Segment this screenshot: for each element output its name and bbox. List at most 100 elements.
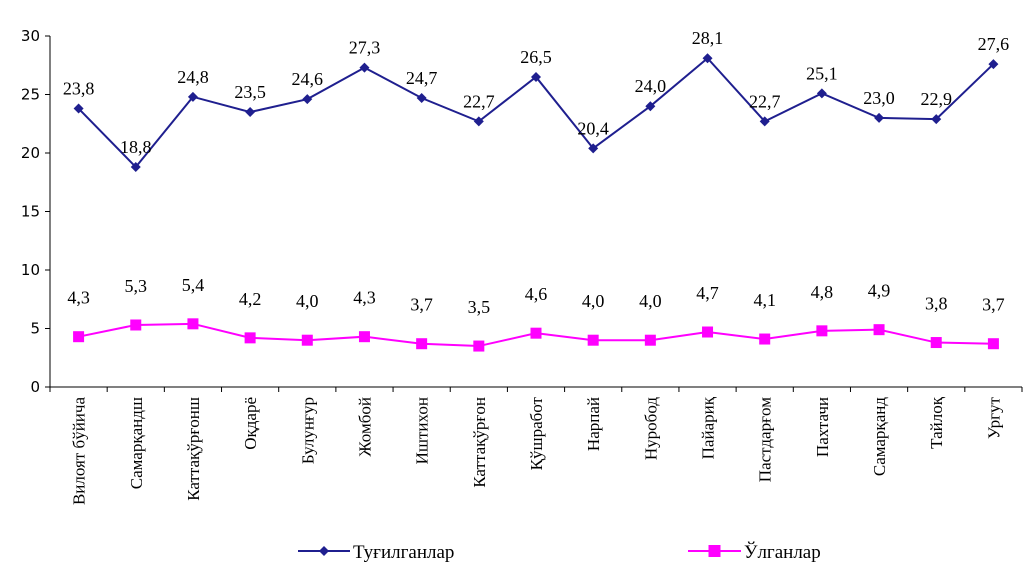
data-label: 4,8 bbox=[811, 282, 834, 302]
series-point bbox=[245, 107, 256, 118]
series-point bbox=[187, 91, 198, 102]
data-label: 4,2 bbox=[239, 289, 262, 309]
category-label: Нуробод bbox=[641, 397, 660, 460]
series-point bbox=[816, 88, 827, 99]
legend: Туғилганлар Ўлганлар bbox=[298, 541, 821, 563]
series-point bbox=[130, 319, 142, 331]
y-tick-label: 30 bbox=[21, 27, 40, 45]
series-point bbox=[530, 327, 542, 339]
category-label: Каттақўрғон bbox=[470, 397, 489, 488]
data-label: 24,6 bbox=[292, 69, 324, 89]
category-label: Иштихон bbox=[413, 397, 432, 464]
data-label: 3,7 bbox=[410, 295, 433, 315]
category-label: Каттақўрғонш bbox=[184, 397, 203, 501]
y-tick-label: 25 bbox=[21, 86, 40, 104]
y-tick-label: 5 bbox=[30, 320, 40, 338]
y-tick-label: 10 bbox=[21, 261, 40, 279]
data-label: 20,4 bbox=[577, 118, 609, 138]
category-label: Ургут bbox=[984, 396, 1003, 439]
data-label: 4,0 bbox=[639, 291, 662, 311]
series-point bbox=[588, 143, 599, 154]
chart-axes: 0 5 10 15 20 25 30 bbox=[21, 27, 1023, 396]
data-label: 3,7 bbox=[982, 295, 1005, 315]
series-point bbox=[873, 324, 885, 336]
series-point bbox=[931, 114, 942, 125]
data-label: 27,3 bbox=[349, 38, 381, 58]
category-label: Пайариқ bbox=[699, 396, 718, 459]
series-point bbox=[73, 103, 84, 114]
data-label: 22,9 bbox=[920, 89, 952, 109]
series-point bbox=[816, 325, 828, 337]
category-label: Оқдарё bbox=[241, 397, 260, 450]
series-point bbox=[301, 334, 313, 346]
y-tick-label: 0 bbox=[30, 378, 40, 396]
series-point bbox=[359, 62, 370, 73]
data-label: 4,0 bbox=[296, 291, 319, 311]
category-label: Пастдарғом bbox=[756, 397, 775, 482]
data-label: 4,6 bbox=[525, 284, 548, 304]
data-label: 23,0 bbox=[863, 88, 895, 108]
data-label: 18,8 bbox=[120, 137, 152, 157]
data-labels: 23,8 18,8 24,8 23,5 24,6 27,3 24,7 22,7 26,5 20,4… bbox=[63, 28, 1009, 317]
series-point bbox=[702, 53, 713, 64]
legend-marker bbox=[319, 546, 329, 556]
data-label: 25,1 bbox=[806, 63, 838, 83]
category-labels: Вилоят бўйича Самарқандш Каттақўрғонш Оқдар… bbox=[70, 396, 1004, 505]
series-point bbox=[130, 162, 141, 173]
legend-marker bbox=[708, 545, 721, 557]
data-label: 4,7 bbox=[696, 283, 719, 303]
series-point bbox=[930, 337, 942, 349]
data-label: 4,3 bbox=[353, 288, 376, 308]
data-label: 4,0 bbox=[582, 291, 605, 311]
data-label: 4,1 bbox=[753, 290, 776, 310]
series-point bbox=[73, 331, 85, 343]
category-label: Пахтачи bbox=[813, 397, 832, 457]
series-point bbox=[416, 93, 427, 104]
data-label: 22,7 bbox=[463, 91, 495, 111]
category-label: Самарқанд bbox=[870, 397, 889, 476]
series-point bbox=[302, 94, 313, 105]
series-point bbox=[587, 334, 599, 346]
series-point bbox=[759, 116, 770, 127]
series-point bbox=[759, 333, 771, 345]
series-point bbox=[244, 332, 256, 344]
data-label: 5,3 bbox=[125, 276, 148, 296]
series-point bbox=[187, 318, 199, 330]
data-label: 24,8 bbox=[177, 67, 209, 87]
series-point bbox=[988, 59, 999, 70]
category-label: Тайлоқ bbox=[927, 396, 946, 449]
data-label: 24,7 bbox=[406, 68, 438, 88]
series-point bbox=[987, 338, 999, 350]
category-label: Булунғур bbox=[298, 397, 317, 464]
legend-label: Туғилганлар bbox=[353, 542, 454, 563]
category-label: Жомбой bbox=[355, 397, 374, 457]
data-label: 24,0 bbox=[635, 76, 667, 96]
data-label: 23,8 bbox=[63, 79, 95, 99]
series-point bbox=[416, 338, 428, 350]
data-label: 4,3 bbox=[67, 288, 90, 308]
series-point bbox=[645, 101, 656, 112]
data-label: 22,7 bbox=[749, 91, 781, 111]
series-point bbox=[531, 71, 541, 82]
data-label: 3,5 bbox=[468, 297, 491, 317]
data-label: 28,1 bbox=[692, 28, 724, 48]
data-label: 23,5 bbox=[234, 82, 266, 102]
series-point bbox=[644, 334, 656, 346]
category-label: Қўшработ bbox=[527, 396, 546, 470]
series-point bbox=[702, 326, 714, 338]
legend-label: Ўлганлар bbox=[744, 541, 821, 563]
series-point bbox=[473, 116, 484, 127]
series-markers bbox=[73, 53, 999, 352]
series-point bbox=[473, 340, 485, 352]
category-label: Нарпай bbox=[584, 397, 603, 451]
y-tick-label: 20 bbox=[21, 144, 40, 162]
series-point bbox=[358, 331, 370, 343]
data-label: 5,4 bbox=[182, 275, 205, 295]
data-label: 27,6 bbox=[978, 34, 1010, 54]
data-label: 3,8 bbox=[925, 294, 948, 314]
y-tick-label: 15 bbox=[21, 203, 40, 221]
category-label: Вилоят бўйича bbox=[70, 397, 89, 505]
series-point bbox=[874, 112, 885, 123]
category-label: Самарқандш bbox=[127, 397, 146, 489]
